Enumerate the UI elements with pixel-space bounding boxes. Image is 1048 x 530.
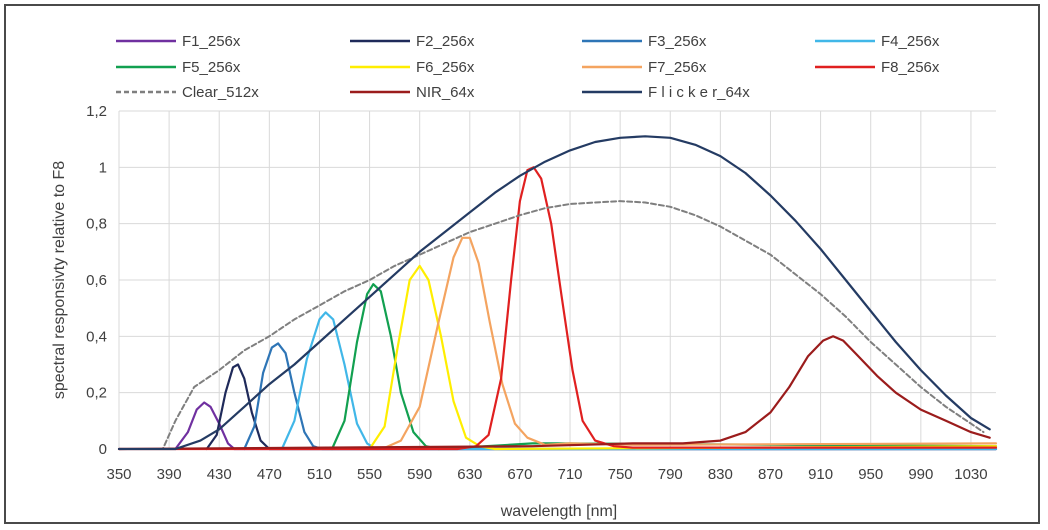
x-tick-label: 510 [307,466,332,483]
series-line-7 [381,236,998,451]
y-tick-label: 0,6 [86,272,107,289]
legend-label-6: F6_256x [416,59,475,76]
legend-label-1: F1_256x [182,33,241,50]
x-tick-label: 430 [207,466,232,483]
x-tick-label: 790 [658,466,683,483]
series-line-10 [117,335,991,451]
legend-label-8: F8_256x [881,59,940,76]
x-tick-label: 670 [507,466,532,483]
y-tick-label: 1,2 [86,103,107,120]
x-tick-label: 630 [457,466,482,483]
series-line-4 [280,311,998,451]
x-axis-title: wavelength [nm] [500,503,618,520]
legend-label-2: F2_256x [416,33,475,50]
legend-label-5: F5_256x [182,59,241,76]
legend-label-3: F3_256x [648,33,707,50]
series-line-5 [330,283,998,451]
legend-label-4: F4_256x [881,33,940,50]
x-tick-label: 1030 [954,466,987,483]
tick-labels: 0 0,2 0,4 0,6 0,8 1 1,2 350 390 430 470 510 550 590 63… [86,103,987,483]
x-tick-label: 350 [106,466,131,483]
legend-label-7: F7_256x [648,59,707,76]
grid [118,110,996,450]
series-line-2 [205,363,998,451]
x-tick-label: 910 [808,466,833,483]
y-tick-label: 0,8 [86,216,107,233]
x-tick-label: 390 [157,466,182,483]
x-tick-label: 750 [608,466,633,483]
series-line-9 [118,200,985,450]
y-tick-label: 1 [99,159,107,176]
x-tick-label: 550 [357,466,382,483]
legend-label-11: F l i c k e r_64x [648,84,750,101]
x-tick-label: 590 [407,466,432,483]
x-tick-label: 950 [858,466,883,483]
x-tick-label: 470 [257,466,282,483]
chart-frame [4,4,1040,524]
x-tick-label: 710 [558,466,583,483]
legend-label-9: Clear_512x [182,84,259,101]
y-tick-label: 0,2 [86,385,107,402]
x-tick-label: 990 [908,466,933,483]
y-axis-title: spectral responsivty relative to F8 [51,161,68,399]
series-line-6 [368,264,998,451]
legend-label-10: NIR_64x [416,84,475,101]
y-tick-label: 0,4 [86,328,107,345]
legend: F1_256x F2_256x F3_256x F4_256x F5_256x F6_25… [116,33,940,101]
series-lines [117,135,998,451]
x-tick-label: 830 [708,466,733,483]
y-tick-label: 0 [99,441,107,458]
series-line-8 [117,166,998,451]
x-tick-label: 870 [758,466,783,483]
series-line-11 [117,135,991,451]
